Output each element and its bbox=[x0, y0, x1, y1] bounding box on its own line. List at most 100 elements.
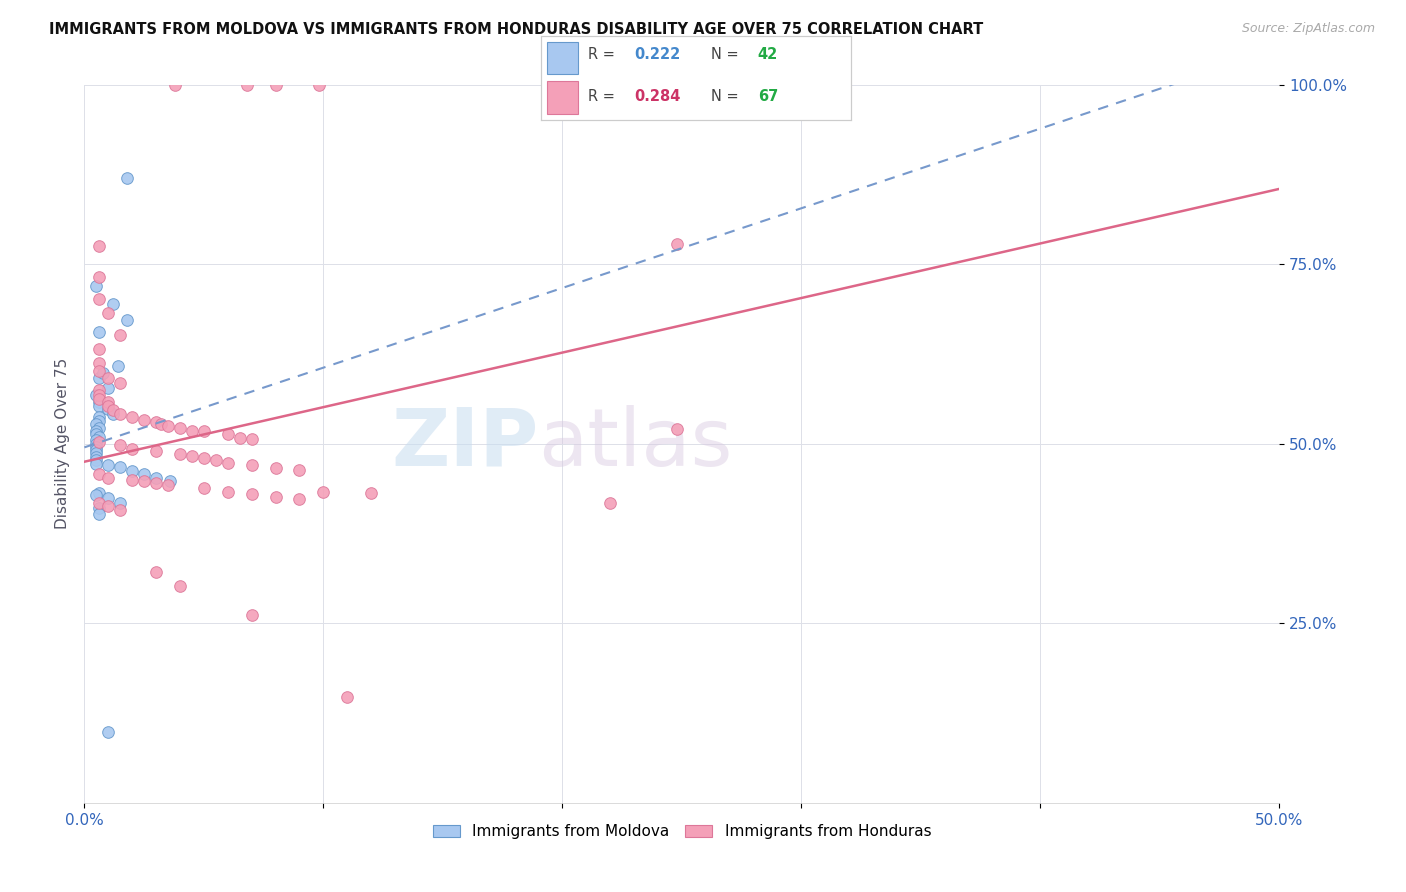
Point bbox=[132, 413, 156, 427]
Text: 42: 42 bbox=[758, 46, 778, 62]
Point bbox=[101, 407, 124, 421]
Text: R =: R = bbox=[588, 89, 619, 104]
Point bbox=[121, 442, 143, 456]
Point bbox=[87, 400, 110, 414]
Point bbox=[87, 421, 110, 435]
Point bbox=[240, 433, 263, 447]
Point bbox=[121, 410, 143, 425]
Point bbox=[87, 496, 110, 510]
Point bbox=[336, 690, 359, 704]
Point bbox=[87, 410, 110, 425]
Point bbox=[193, 481, 215, 495]
Legend: Immigrants from Moldova, Immigrants from Honduras: Immigrants from Moldova, Immigrants from… bbox=[426, 818, 938, 846]
Point bbox=[87, 326, 110, 340]
Point bbox=[117, 313, 139, 327]
Point bbox=[87, 383, 110, 397]
Point bbox=[288, 463, 311, 477]
Point bbox=[121, 464, 143, 478]
Point bbox=[229, 431, 252, 445]
Bar bbox=[547, 42, 578, 74]
Point bbox=[217, 427, 239, 442]
Point bbox=[87, 467, 110, 481]
Point bbox=[87, 435, 110, 450]
Point bbox=[97, 491, 120, 505]
Point bbox=[117, 171, 139, 186]
Point bbox=[110, 438, 132, 452]
Point bbox=[97, 381, 120, 395]
Point bbox=[132, 474, 156, 488]
Point bbox=[87, 485, 110, 500]
Point bbox=[599, 496, 621, 510]
Point bbox=[169, 447, 191, 461]
Text: Source: ZipAtlas.com: Source: ZipAtlas.com bbox=[1241, 22, 1375, 36]
Point bbox=[107, 359, 129, 374]
Point bbox=[86, 417, 108, 432]
Point bbox=[87, 388, 110, 402]
Point bbox=[87, 429, 110, 443]
Point bbox=[97, 470, 120, 484]
Point bbox=[97, 306, 120, 320]
Point bbox=[86, 446, 108, 460]
Point bbox=[87, 292, 110, 306]
Point bbox=[87, 270, 110, 285]
Text: 67: 67 bbox=[758, 89, 778, 104]
Point bbox=[86, 424, 108, 438]
Point bbox=[145, 565, 167, 579]
Point bbox=[169, 421, 191, 435]
Point bbox=[181, 424, 204, 438]
Point bbox=[157, 478, 180, 492]
Point bbox=[97, 500, 120, 514]
Point bbox=[264, 78, 287, 92]
Point bbox=[157, 418, 180, 433]
Point bbox=[240, 458, 263, 473]
Point bbox=[110, 459, 132, 474]
Point bbox=[240, 607, 263, 622]
Text: R =: R = bbox=[588, 46, 619, 62]
Point bbox=[97, 370, 120, 384]
Point bbox=[121, 473, 143, 487]
Point bbox=[97, 400, 120, 414]
Point bbox=[165, 78, 187, 92]
Point bbox=[97, 402, 120, 417]
Point bbox=[312, 484, 335, 499]
Point bbox=[288, 491, 311, 506]
Point bbox=[110, 376, 132, 390]
Point bbox=[87, 507, 110, 521]
Point bbox=[145, 444, 167, 458]
Point bbox=[87, 501, 110, 516]
Point bbox=[193, 451, 215, 466]
Point bbox=[87, 239, 110, 253]
Point bbox=[110, 496, 132, 510]
Point bbox=[110, 327, 132, 342]
Point bbox=[149, 417, 172, 431]
Text: atlas: atlas bbox=[538, 405, 733, 483]
Text: 0.284: 0.284 bbox=[634, 89, 681, 104]
Point bbox=[145, 476, 167, 491]
Point bbox=[87, 392, 110, 407]
Y-axis label: Disability Age Over 75: Disability Age Over 75 bbox=[55, 359, 70, 529]
Point bbox=[308, 78, 330, 92]
Point bbox=[86, 450, 108, 464]
Point bbox=[93, 367, 115, 381]
Point bbox=[87, 356, 110, 370]
Point bbox=[86, 436, 108, 450]
Point bbox=[87, 395, 110, 409]
Point bbox=[217, 456, 239, 470]
Text: N =: N = bbox=[711, 89, 744, 104]
Text: N =: N = bbox=[711, 46, 744, 62]
Point bbox=[666, 422, 689, 436]
Point bbox=[86, 388, 108, 402]
Point bbox=[145, 415, 167, 429]
Point bbox=[217, 484, 239, 499]
Point bbox=[86, 440, 108, 454]
Point bbox=[240, 487, 263, 501]
Text: IMMIGRANTS FROM MOLDOVA VS IMMIGRANTS FROM HONDURAS DISABILITY AGE OVER 75 CORRE: IMMIGRANTS FROM MOLDOVA VS IMMIGRANTS FR… bbox=[49, 22, 983, 37]
Point bbox=[101, 297, 124, 311]
Point bbox=[360, 485, 382, 500]
Point bbox=[87, 363, 110, 377]
Point bbox=[193, 424, 215, 438]
Point bbox=[97, 395, 120, 409]
Point bbox=[86, 426, 108, 441]
Point bbox=[97, 725, 120, 739]
Point bbox=[86, 453, 108, 467]
